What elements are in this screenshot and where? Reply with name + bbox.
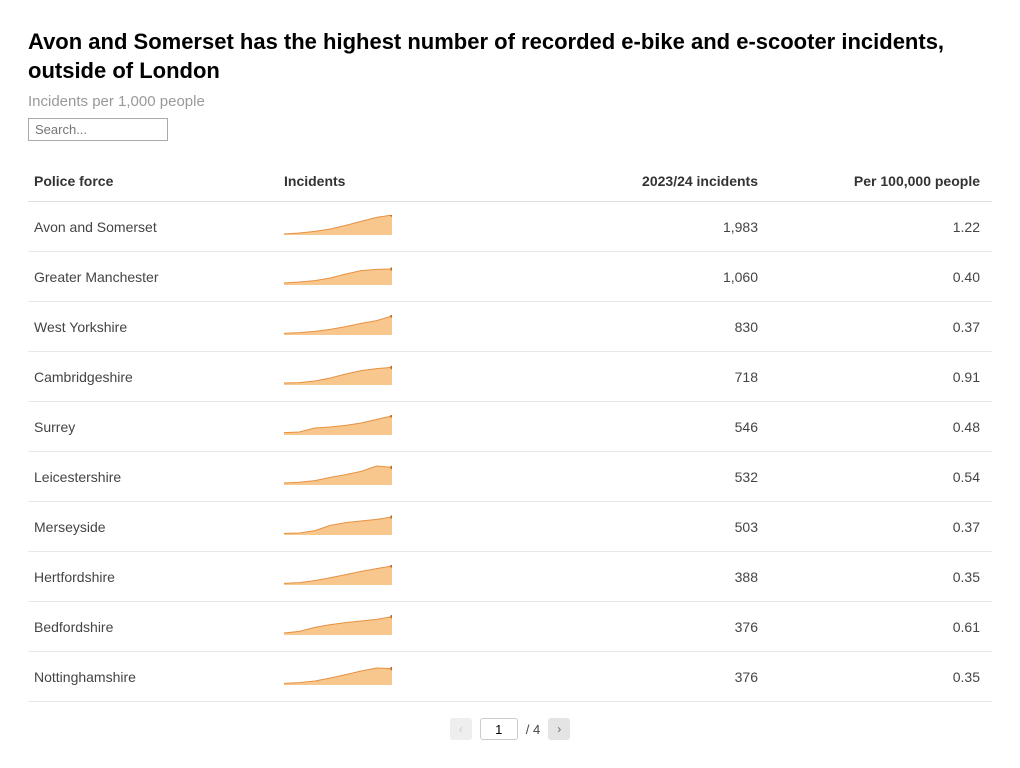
cell-2023: 1,983 — [514, 219, 764, 235]
cell-force: Bedfordshire — [34, 619, 284, 635]
cell-force: Surrey — [34, 419, 284, 435]
cell-force: Merseyside — [34, 519, 284, 535]
cell-per100k: 0.61 — [764, 619, 986, 635]
prev-page-button[interactable]: ‹ — [450, 718, 472, 740]
table-row: Merseyside 5030.37 — [28, 502, 992, 552]
table-row: Greater Manchester 1,0600.40 — [28, 252, 992, 302]
cell-2023: 718 — [514, 369, 764, 385]
table-header-row: Police force Incidents 2023/24 incidents… — [28, 161, 992, 202]
cell-sparkline — [284, 215, 514, 238]
page-title: Avon and Somerset has the highest number… — [28, 28, 992, 85]
cell-force: Leicestershire — [34, 469, 284, 485]
sparkline-chart-icon — [284, 415, 392, 435]
cell-2023: 1,060 — [514, 269, 764, 285]
cell-force: Hertfordshire — [34, 569, 284, 585]
sparkline-chart-icon — [284, 665, 392, 685]
table-row: Bedfordshire 3760.61 — [28, 602, 992, 652]
cell-sparkline — [284, 465, 514, 488]
col-header-force[interactable]: Police force — [34, 173, 284, 189]
sparkline-chart-icon — [284, 615, 392, 635]
cell-2023: 376 — [514, 669, 764, 685]
table-row: Nottinghamshire 3760.35 — [28, 652, 992, 702]
pagination: ‹ / 4 › — [28, 718, 992, 740]
cell-per100k: 0.48 — [764, 419, 986, 435]
sparkline-chart-icon — [284, 465, 392, 485]
next-page-button[interactable]: › — [548, 718, 570, 740]
cell-force: Greater Manchester — [34, 269, 284, 285]
table-row: West Yorkshire 8300.37 — [28, 302, 992, 352]
cell-force: Avon and Somerset — [34, 219, 284, 235]
cell-per100k: 0.54 — [764, 469, 986, 485]
cell-force: Nottinghamshire — [34, 669, 284, 685]
cell-sparkline — [284, 315, 514, 338]
cell-sparkline — [284, 415, 514, 438]
page-number-input[interactable] — [480, 718, 518, 740]
sparkline-chart-icon — [284, 365, 392, 385]
table-row: Hertfordshire 3880.35 — [28, 552, 992, 602]
cell-sparkline — [284, 565, 514, 588]
cell-per100k: 0.35 — [764, 569, 986, 585]
sparkline-chart-icon — [284, 515, 392, 535]
cell-2023: 388 — [514, 569, 764, 585]
col-header-incidents[interactable]: Incidents — [284, 173, 514, 189]
cell-2023: 376 — [514, 619, 764, 635]
sparkline-chart-icon — [284, 265, 392, 285]
cell-2023: 546 — [514, 419, 764, 435]
cell-sparkline — [284, 515, 514, 538]
cell-2023: 532 — [514, 469, 764, 485]
cell-force: Cambridgeshire — [34, 369, 284, 385]
cell-per100k: 0.37 — [764, 319, 986, 335]
cell-sparkline — [284, 265, 514, 288]
cell-sparkline — [284, 365, 514, 388]
page-total-label: / 4 — [526, 722, 540, 737]
search-input[interactable] — [28, 118, 168, 141]
sparkline-chart-icon — [284, 315, 392, 335]
cell-per100k: 0.37 — [764, 519, 986, 535]
page-subtitle: Incidents per 1,000 people — [28, 93, 992, 110]
data-table: Police force Incidents 2023/24 incidents… — [28, 161, 992, 702]
table-row: Surrey 5460.48 — [28, 402, 992, 452]
sparkline-chart-icon — [284, 565, 392, 585]
cell-per100k: 1.22 — [764, 219, 986, 235]
col-header-2023[interactable]: 2023/24 incidents — [514, 173, 764, 189]
cell-sparkline — [284, 665, 514, 688]
cell-2023: 830 — [514, 319, 764, 335]
cell-per100k: 0.40 — [764, 269, 986, 285]
cell-force: West Yorkshire — [34, 319, 284, 335]
cell-per100k: 0.91 — [764, 369, 986, 385]
table-row: Leicestershire 5320.54 — [28, 452, 992, 502]
table-row: Cambridgeshire 7180.91 — [28, 352, 992, 402]
col-header-per100k[interactable]: Per 100,000 people — [764, 173, 986, 189]
table-row: Avon and Somerset 1,9831.22 — [28, 202, 992, 252]
cell-2023: 503 — [514, 519, 764, 535]
sparkline-chart-icon — [284, 215, 392, 235]
cell-sparkline — [284, 615, 514, 638]
cell-per100k: 0.35 — [764, 669, 986, 685]
